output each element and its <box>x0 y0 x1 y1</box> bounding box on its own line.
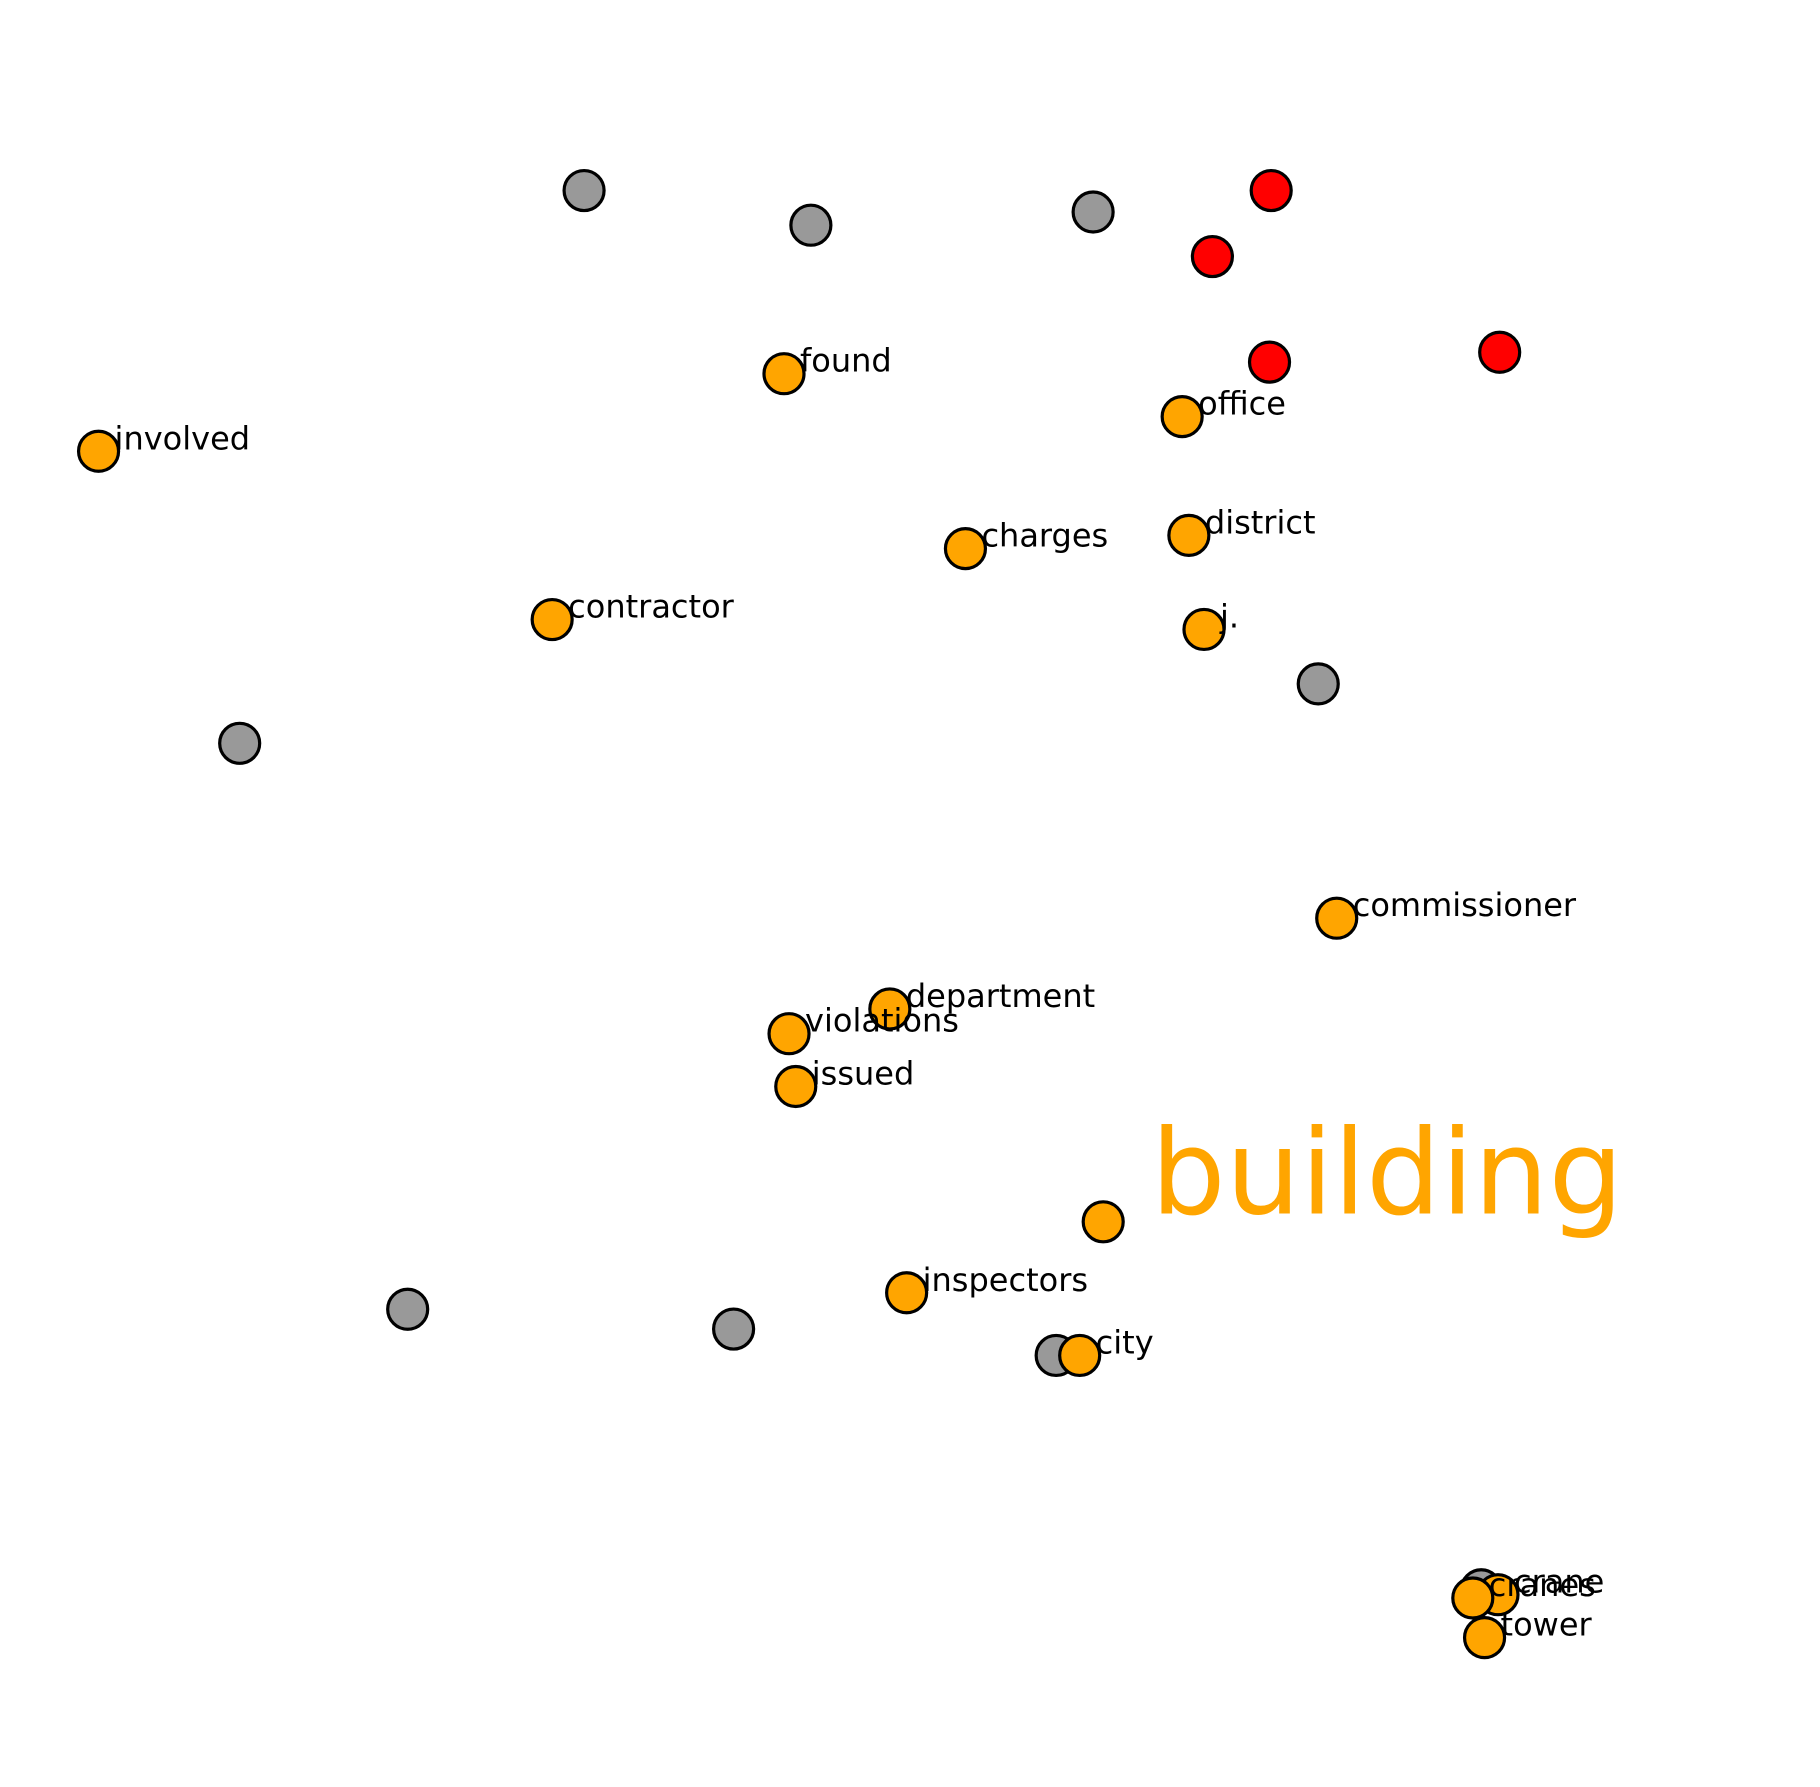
point-s2-16 <box>1462 1615 1507 1660</box>
point-label: contractor <box>568 588 734 626</box>
point-s2-8 <box>868 987 912 1031</box>
point-label: department <box>906 977 1095 1015</box>
point-label: office <box>1198 385 1286 423</box>
point-s2-5 <box>530 597 574 642</box>
point-label: involved <box>115 419 251 457</box>
point-label: city <box>1096 1323 1154 1361</box>
point-label: charges <box>981 517 1108 555</box>
point-s2-7 <box>1315 896 1359 940</box>
point-label: issued <box>812 1055 915 1093</box>
point-s2-15 <box>1451 1576 1495 1620</box>
point-s0-4 <box>218 721 262 765</box>
point-s2-13 <box>1058 1333 1102 1378</box>
point-s2-6 <box>1182 607 1226 652</box>
point-s2-0 <box>762 352 806 396</box>
point-label: cranes <box>1489 1566 1596 1604</box>
point-label: violations <box>805 1002 959 1040</box>
point-s2-3 <box>943 526 988 571</box>
point-label: district <box>1205 503 1316 541</box>
point-s1-2 <box>1247 340 1292 384</box>
point-label: commissioner <box>1353 886 1577 924</box>
annotation-building: building <box>1151 1104 1624 1242</box>
point-s2-9 <box>767 1012 811 1056</box>
point-s0-0 <box>562 168 606 213</box>
point-s1-3 <box>1478 330 1522 374</box>
point-s0-1 <box>789 203 833 247</box>
point-s0-2 <box>1071 190 1115 234</box>
point-s1-1 <box>1190 234 1235 279</box>
point-s1-0 <box>1249 168 1293 213</box>
labels-layer: found office involved charges district contra… <box>115 342 1605 1644</box>
point-s2-1 <box>1160 395 1204 439</box>
point-s0-6 <box>711 1307 756 1351</box>
point-s2-2 <box>76 429 121 473</box>
point-s2-11 <box>1081 1200 1125 1244</box>
point-label: found <box>800 342 892 380</box>
point-label: tower <box>1501 1606 1593 1644</box>
point-s2-4 <box>1167 513 1211 558</box>
point-label: crane <box>1514 1563 1604 1601</box>
points-layer <box>76 168 1522 1660</box>
point-s0-3 <box>1296 662 1340 706</box>
point-label: inspectors <box>923 1261 1088 1299</box>
point-s2-10 <box>774 1064 818 1109</box>
point-s2-12 <box>885 1271 929 1315</box>
point-s0-5 <box>386 1287 430 1331</box>
point-label: j. <box>1219 597 1239 635</box>
